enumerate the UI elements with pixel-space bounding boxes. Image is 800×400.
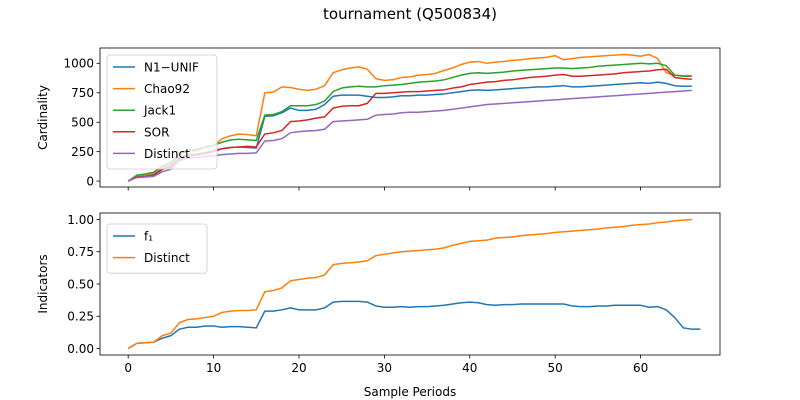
x-tick-label: 40 [462,361,477,375]
legend-label: f₁ [144,230,153,244]
legend-label: Distinct [144,147,190,161]
x-axis-label: Sample Periods [364,385,456,399]
y-tick-label: 500 [71,116,94,130]
x-tick-label: 30 [377,361,392,375]
y-tick-label: 0.75 [67,245,94,259]
legend-label: N1−UNIF [144,61,199,75]
chart-1: 0 250 500 750 1000 Cardinality N1−UNIF Chao92 Ja… [36,47,721,191]
series-line-2 [127,218,692,350]
x-tick-label: 10 [206,361,221,375]
x-tick-label: 20 [291,361,306,375]
y-tick-label: 750 [71,86,94,100]
y-axis-label: Cardinality [36,85,50,150]
legend-label: Distinct [144,251,190,265]
y-tick-label: 0 [86,174,94,188]
y-tick-label: 250 [71,145,94,159]
legend: f₁ Distinct [106,223,208,274]
legend: N1−UNIF Chao92 Jack1 SOR Distinct [106,54,218,170]
x-tick-label: 50 [548,361,563,375]
axes-frame [99,47,721,188]
x-tick-label: 0 [124,361,132,375]
legend-box [106,54,218,170]
series-line-2 [127,53,692,182]
y-tick-label: 1.00 [67,213,94,227]
series-line-3 [127,62,692,182]
legend-box [106,223,208,274]
x-tick-label: 60 [633,361,648,375]
legend-label: Jack1 [143,104,176,118]
y-axis-label: Indicators [36,254,50,313]
legend-label: Chao92 [144,82,190,96]
y-tick-label: 0.50 [67,277,94,291]
y-tick-label: 0.00 [67,342,94,356]
chart-2: 0 10 20 30 40 50 60 0.00 0.25 0.50 0.75 1.00 Indicat… [36,212,721,399]
figure-title: tournament (Q500834) [323,5,497,23]
y-tick-label: 0.25 [67,310,94,324]
series-line-4 [127,68,692,182]
y-tick-label: 1000 [63,57,94,71]
series-line-5 [127,89,692,182]
series-line-1 [127,300,701,350]
legend-label: SOR [144,125,169,139]
